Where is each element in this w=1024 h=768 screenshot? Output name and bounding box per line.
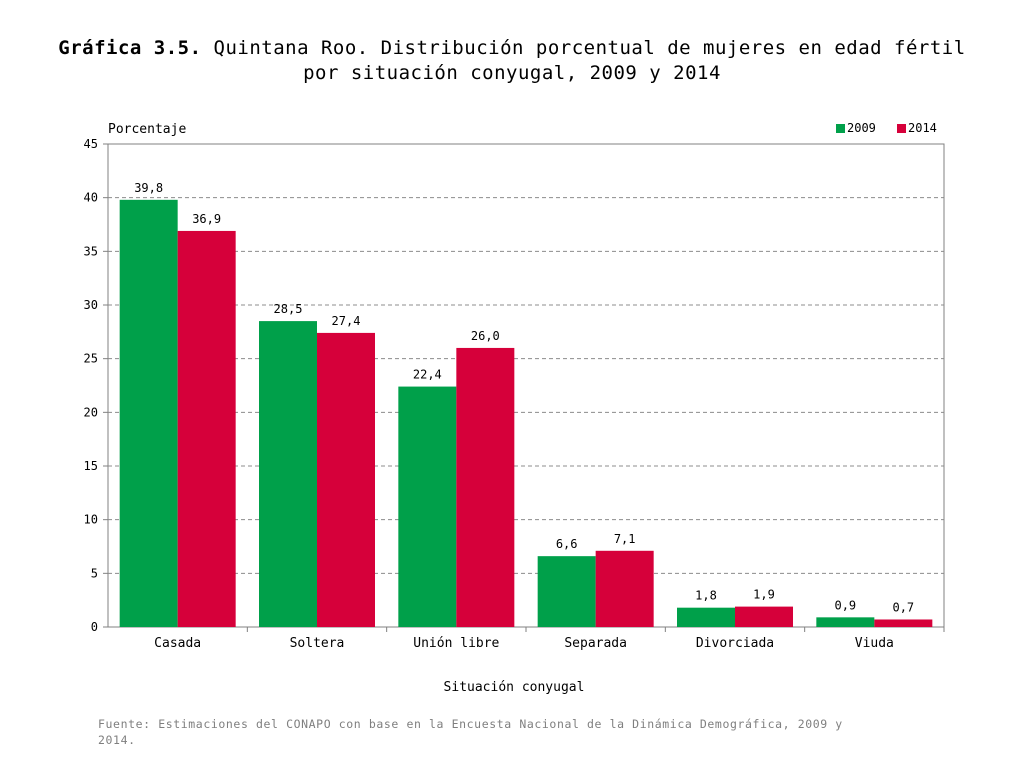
data-label: 36,9 [192, 212, 221, 226]
x-tick-label: Casada [154, 636, 201, 651]
bar-2014 [456, 347, 515, 627]
y-tick-label: 40 [84, 191, 98, 205]
data-label: 1,9 [753, 588, 775, 602]
bar-2009 [119, 199, 178, 627]
bar-2014 [874, 619, 933, 627]
data-label: 7,1 [614, 532, 636, 546]
bar-2009 [259, 321, 317, 627]
bar-2009 [398, 386, 457, 627]
data-label: 27,4 [332, 314, 361, 328]
bar-2009 [816, 617, 875, 627]
x-axis-label: Situación conyugal [444, 680, 585, 695]
x-tick-label: Soltera [290, 636, 345, 651]
bar-2014 [595, 550, 654, 627]
x-tick-label: Unión libre [413, 636, 499, 651]
legend-swatch-2014 [897, 124, 906, 133]
title-line-2: por situación conyugal, 2009 y 2014 [303, 62, 721, 84]
legend-label-2014: 2014 [908, 121, 937, 135]
y-tick-label: 0 [91, 620, 98, 634]
y-tick-label: 5 [91, 566, 98, 580]
y-tick-label: 20 [84, 405, 98, 419]
y-tick-label: 15 [84, 459, 98, 473]
legend-swatch-2009 [836, 124, 845, 133]
bar-2014 [317, 332, 375, 627]
x-tick-label: Viuda [855, 636, 894, 651]
source-note: Fuente: Estimaciones del CONAPO con base… [98, 717, 843, 747]
x-tick-label: Separada [564, 636, 627, 651]
plot-area [107, 143, 945, 628]
y-tick-label: 10 [84, 513, 98, 527]
bar-2014 [177, 230, 236, 627]
y-tick-label: 45 [84, 137, 98, 151]
x-tick-label: Divorciada [696, 636, 774, 651]
legend-label-2009: 2009 [847, 121, 876, 135]
data-label: 0,9 [834, 598, 856, 612]
data-label: 0,7 [892, 600, 914, 614]
bar-2009 [677, 607, 735, 627]
y-tick-label: 35 [84, 244, 98, 258]
y-tick-label: 30 [84, 298, 98, 312]
data-label: 26,0 [471, 329, 500, 343]
y-axis-label: Porcentaje [108, 122, 186, 137]
data-label: 22,4 [413, 368, 442, 382]
bar-2009 [537, 556, 596, 627]
data-label: 1,8 [695, 589, 717, 603]
title-lead: Gráfica 3.5. [58, 37, 202, 59]
chart-title: Gráfica 3.5. Quintana Roo. Distribución … [0, 36, 1024, 86]
data-label: 28,5 [274, 302, 303, 316]
bar-2014 [735, 606, 793, 627]
title-line-1: Quintana Roo. Distribución porcentual de… [213, 37, 966, 59]
y-tick-label: 25 [84, 352, 98, 366]
data-label: 39,8 [134, 181, 163, 195]
data-label: 6,6 [556, 537, 578, 551]
